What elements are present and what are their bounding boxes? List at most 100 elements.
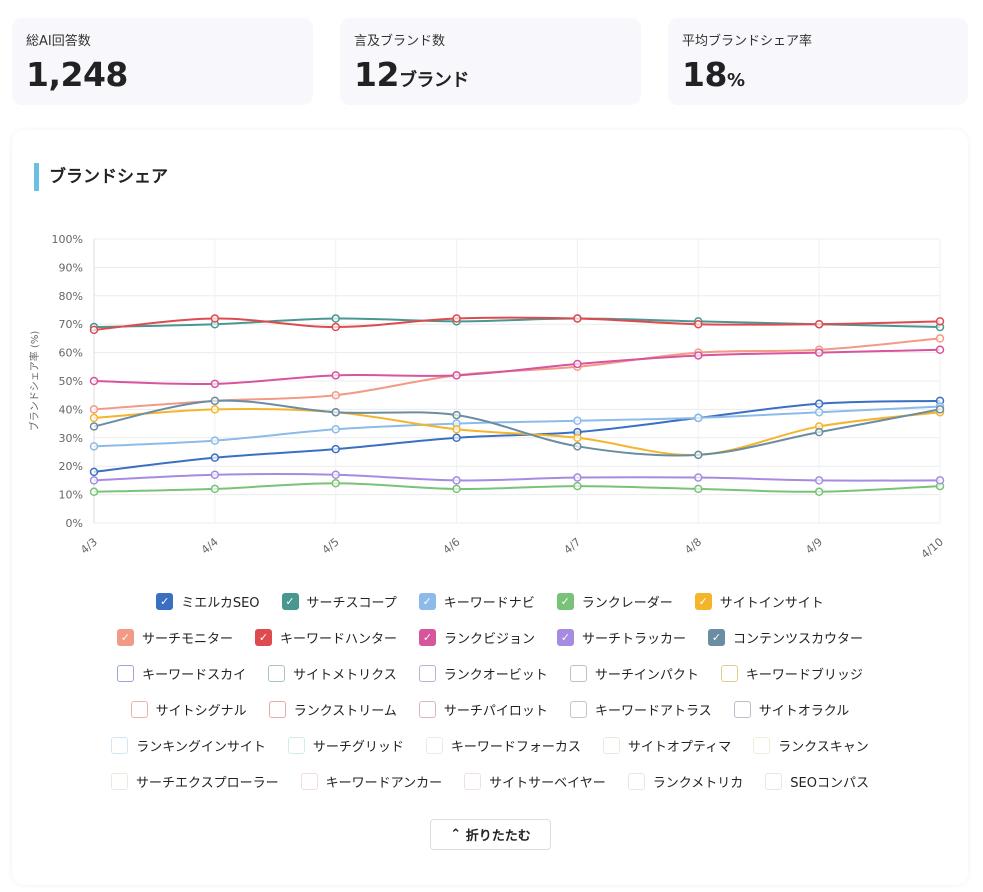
y-tick-label: 80%: [59, 290, 83, 303]
legend-item[interactable]: ランクストリーム: [268, 700, 397, 719]
legend-checkbox[interactable]: [300, 772, 318, 790]
data-point: [452, 433, 461, 443]
data-point: [331, 390, 340, 400]
legend-item[interactable]: ✓ キーワードハンター: [254, 628, 397, 647]
data-point: [573, 442, 582, 451]
legend-item[interactable]: ✓ サイトインサイト: [694, 592, 824, 611]
legend-label: ランクストリーム: [293, 703, 397, 719]
legend-item[interactable]: サイトオプティマ: [602, 736, 731, 755]
legend-item[interactable]: サーチエクスプローラー: [111, 772, 279, 791]
legend-item[interactable]: キーワードフォーカス: [425, 736, 581, 755]
legend-checkbox[interactable]: [268, 700, 286, 718]
legend-item[interactable]: サイトサーベイヤー: [464, 772, 606, 791]
data-point: [814, 487, 824, 497]
legend-checkbox[interactable]: [111, 772, 129, 790]
legend-checkbox[interactable]: [287, 736, 305, 754]
chart-panel: ブランドシェア 0% 10% 20% 30% 40% 50% 60% 70% 80% 90% 100…: [12, 130, 968, 885]
data-point: [814, 427, 824, 437]
legend-checkbox[interactable]: [130, 700, 148, 718]
legend-checkbox[interactable]: ✓: [281, 592, 299, 610]
legend-checkbox[interactable]: [418, 664, 436, 682]
legend-checkbox[interactable]: ✓: [418, 628, 436, 646]
legend-label: ランクスキャン: [778, 739, 869, 755]
legend-row: サイトシグナル ランクストリーム サーチパイロット キーワードアトラス サイトオラクル: [12, 691, 968, 727]
legend-checkbox[interactable]: [418, 700, 436, 718]
legend-item[interactable]: サイトオラクル: [733, 700, 849, 719]
legend-checkbox[interactable]: [733, 700, 751, 718]
series-line: [93, 482, 941, 493]
data-point: [89, 467, 99, 477]
legend-checkbox[interactable]: [569, 700, 587, 718]
legend-item[interactable]: キーワードアンカー: [300, 772, 442, 791]
stat-card: 平均ブランドシェア率 18%: [668, 18, 968, 105]
data-point: [210, 470, 220, 479]
data-point: [573, 481, 582, 491]
legend-item[interactable]: ランクオービット: [418, 664, 548, 683]
legend-item[interactable]: キーワードスカイ: [117, 664, 246, 683]
legend-checkbox[interactable]: [765, 772, 783, 790]
legend-item[interactable]: ✓ キーワードナビ: [418, 592, 535, 611]
legend-checkbox[interactable]: ✓: [116, 628, 134, 646]
y-tick-label: 0%: [66, 517, 83, 530]
legend-label: ミエルカSEO: [181, 595, 260, 611]
data-point: [452, 425, 461, 434]
legend-checkbox[interactable]: [464, 772, 482, 790]
legend-checkbox[interactable]: ✓: [557, 628, 574, 646]
legend-item[interactable]: ✓ サーチモニター: [116, 628, 233, 647]
legend-item[interactable]: ✓ ランクビジョン: [418, 628, 535, 647]
legend-item[interactable]: ✓ サーチスコープ: [281, 592, 397, 611]
legend-item[interactable]: ✓ ミエルカSEO: [156, 592, 260, 611]
data-point: [89, 405, 99, 414]
legend-item[interactable]: ランクスキャン: [753, 736, 869, 755]
legend-checkbox[interactable]: [117, 664, 135, 682]
legend-checkbox[interactable]: ✓: [418, 592, 436, 610]
x-tick-label: 4/6: [441, 535, 463, 556]
y-tick-label: 50%: [59, 375, 83, 388]
legend-item[interactable]: キーワードブリッジ: [720, 664, 863, 683]
data-point: [331, 444, 340, 454]
data-point: [210, 314, 220, 323]
legend-checkbox[interactable]: ✓: [254, 628, 272, 646]
legend-item[interactable]: ✓ サーチトラッカー: [557, 628, 686, 647]
legend-label: サイトインサイト: [719, 595, 824, 611]
legend-checkbox[interactable]: ✓: [708, 628, 726, 646]
legend-checkbox[interactable]: [425, 736, 443, 754]
legend-checkbox[interactable]: [602, 736, 620, 754]
legend-item[interactable]: キーワードアトラス: [569, 700, 712, 719]
legend-label: サイトサーベイヤー: [489, 775, 606, 791]
legend-row: ランキングインサイト サーチグリッド キーワードフォーカス サイトオプティマ ランクスキ…: [12, 727, 968, 763]
legend-item[interactable]: サイトメトリクス: [268, 664, 397, 683]
legend-checkbox[interactable]: ✓: [694, 592, 712, 610]
legend-label: ランクビジョン: [443, 631, 535, 647]
legend-item[interactable]: サーチパイロット: [418, 700, 548, 719]
legend-item[interactable]: ✓ ランクレーダー: [556, 592, 673, 611]
legend-checkbox[interactable]: [111, 736, 129, 754]
x-tick-label: 4/9: [803, 535, 825, 556]
collapse-button[interactable]: ⌃ 折りたたむ: [430, 819, 551, 850]
data-point: [935, 405, 945, 414]
legend-item[interactable]: ✓ コンテンツスカウター: [708, 628, 863, 647]
legend-label: キーワードブリッジ: [745, 667, 863, 683]
legend-checkbox[interactable]: ✓: [156, 592, 174, 610]
legend-item[interactable]: ランクメトリカ: [627, 772, 743, 791]
legend-label: キーワードフォーカス: [450, 739, 581, 755]
data-point: [331, 407, 340, 417]
legend-item[interactable]: サーチグリッド: [287, 736, 404, 755]
stat-card: 言及ブランド数 12ブランド: [340, 18, 641, 105]
legend-item[interactable]: SEOコンパス: [765, 772, 869, 791]
legend-checkbox[interactable]: [753, 736, 771, 754]
legend-item[interactable]: ランキングインサイト: [111, 736, 266, 755]
legend-row: サーチエクスプローラー キーワードアンカー サイトサーベイヤー ランクメトリカ SEOコ…: [12, 763, 968, 799]
series-line: [93, 473, 941, 482]
legend-checkbox[interactable]: [569, 664, 587, 682]
x-tick-label: 4/5: [320, 535, 342, 556]
data-point: [89, 422, 99, 431]
legend-checkbox[interactable]: [627, 772, 645, 790]
legend-checkbox[interactable]: [268, 664, 286, 682]
legend-row: ✓ ミエルカSEO ✓ サーチスコープ ✓ キーワードナビ ✓ ランクレーダー ✓ サイトインサイ…: [12, 583, 968, 619]
legend-row: ✓ サーチモニター ✓ キーワードハンター ✓ ランクビジョン ✓ サーチトラッカー ✓ コンテン…: [12, 619, 968, 655]
legend-checkbox[interactable]: [720, 664, 738, 682]
legend-item[interactable]: サーチインパクト: [569, 664, 699, 683]
legend-item[interactable]: サイトシグナル: [130, 700, 247, 719]
legend-checkbox[interactable]: ✓: [556, 592, 574, 610]
